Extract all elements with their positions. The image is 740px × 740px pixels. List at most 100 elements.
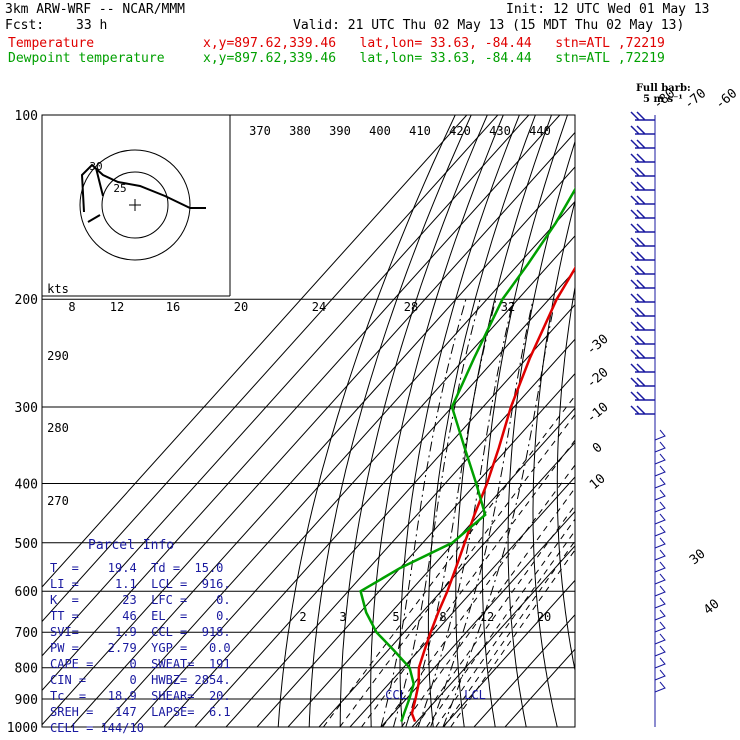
dry-adiabat-line [308,115,472,727]
parcel-info-panel: Parcel Info T = 19.4 Td = 15.0 LI = 1.1 … [44,538,231,735]
isotherm-line [70,166,575,727]
parcel-info-row: CIN = 0 HWBZ= 2854. [50,673,231,687]
hodograph-ring [101,171,169,239]
potential-temperature-label: 420 [449,124,471,138]
isotherm-line [194,304,575,727]
sounding-traces [359,187,575,723]
dry-adiabat-line [669,115,740,740]
wind-barb [654,513,666,525]
wind-barbs [630,111,666,727]
wind-barb [630,279,655,289]
dry-adiabat-line [507,139,575,727]
dry-adiabat-line [427,115,536,727]
wind-barb [654,609,666,621]
isotherm-label: -10 [584,400,612,427]
parcel-info-row: LI = 1.1 LCL = 916. [50,577,231,591]
isotherm-line [318,441,575,727]
isotherm-line [42,115,499,623]
wind-barb [654,489,666,501]
wind-barb [654,633,666,645]
dry-adiabat-line [710,115,740,740]
parcel-info-row: TT = 46 EL = 0. [50,609,231,623]
wind-barb [630,153,655,163]
hodograph: 25 30 kts [42,115,231,297]
wind-barb [654,561,666,573]
potential-temperature-label: 410 [409,124,431,138]
parcel-info-row: K = 23 LFC = 0. [50,593,231,607]
hodograph-ring-label: 30 [89,160,102,173]
wind-barb [630,321,655,331]
dry-adiabat-line [370,115,504,727]
isotherm-label: 30 [687,547,709,569]
isotherm-label: 10 [587,471,609,493]
wind-barb [654,465,666,477]
wind-barb [654,657,666,669]
ccl-label: CCL [385,688,407,702]
barb-legend-line1: Full barb: [636,83,691,94]
wind-barb [654,537,666,549]
mixing-ratio-line [322,395,575,727]
isotherm-line [349,476,575,727]
parcel-info-row: CELL = 144/10 [50,721,144,735]
wind-barb [630,139,655,149]
isotherms [42,115,575,727]
mixing-ratio-label: 8 [68,300,75,314]
hodograph-trace [80,163,206,223]
pressure-tick-label: 200 [15,293,38,308]
wind-barb [654,573,666,585]
isotherm-line [411,545,575,727]
wind-barb [654,429,666,441]
mixing-ratio-label: 3 [339,610,346,624]
mixing-ratio-label: 16 [166,300,180,314]
lcl-label: LCL [464,688,486,702]
potential-temperature-label: 380 [289,124,311,138]
potential-temperature-label: 270 [47,494,69,508]
wind-barb [630,307,655,317]
wind-barb [630,251,655,261]
temperature-legend-label: Temperature [8,36,95,51]
potential-temperature-label: 290 [47,349,69,363]
mixing-ratio-label: 12 [480,610,494,624]
isotherm-label: -30 [584,332,612,359]
hodograph-units-label: kts [47,282,69,296]
isotherm-line [42,115,561,692]
wind-barb [630,111,655,121]
isotherm-line [380,510,575,727]
wind-barb [654,597,666,609]
mixing-ratio-label: 20 [234,300,248,314]
wind-barb [654,477,666,489]
isotherm-label: -60 [713,86,740,113]
dewpoint-legend-info: x,y=897.62,339.46 lat,lon= 33.63, -84.44… [203,51,665,66]
hodograph-ring-label: 25 [113,182,126,195]
parcel-info-row: SVI= 1.9 CCL = 918. [50,625,231,639]
wind-barb [654,441,666,453]
wind-barb [630,349,655,359]
pressure-tick-label: 800 [15,662,38,677]
wind-barb [654,669,666,681]
pressure-tick-label: 300 [15,401,38,416]
isotherm-line [42,115,530,657]
parcel-info-row: SREH = 147 LAPSE= 6.1 [50,705,231,719]
mixing-ratio-label: 24 [312,300,326,314]
dry-adiabat-line [581,115,632,740]
pressure-tick-label: 100 [15,109,38,124]
barb-legend-line2: 5 m s⁻¹ [643,94,683,105]
dry-adiabat-line [604,115,655,740]
mixing-ratio-label: 20 [537,610,551,624]
isotherm-line [442,579,575,727]
plot-background [42,115,575,727]
hodograph-center [129,199,141,211]
series-line [359,187,575,723]
isotherm-line [163,269,575,727]
wind-barb [630,223,655,233]
wind-barb [654,645,666,657]
mixing-ratio-lines [322,395,575,727]
model-title: 3km ARW-WRF -- NCAR/MMM [5,2,186,17]
wind-barb [630,237,655,247]
wind-barb [630,363,655,373]
plot-frame [41,114,576,728]
init-time: Init: 12 UTC Wed 01 May 13 [506,2,710,17]
wind-barb [654,681,666,693]
mixing-ratio-label: 12 [110,300,124,314]
pressure-tick-label: 900 [15,693,38,708]
